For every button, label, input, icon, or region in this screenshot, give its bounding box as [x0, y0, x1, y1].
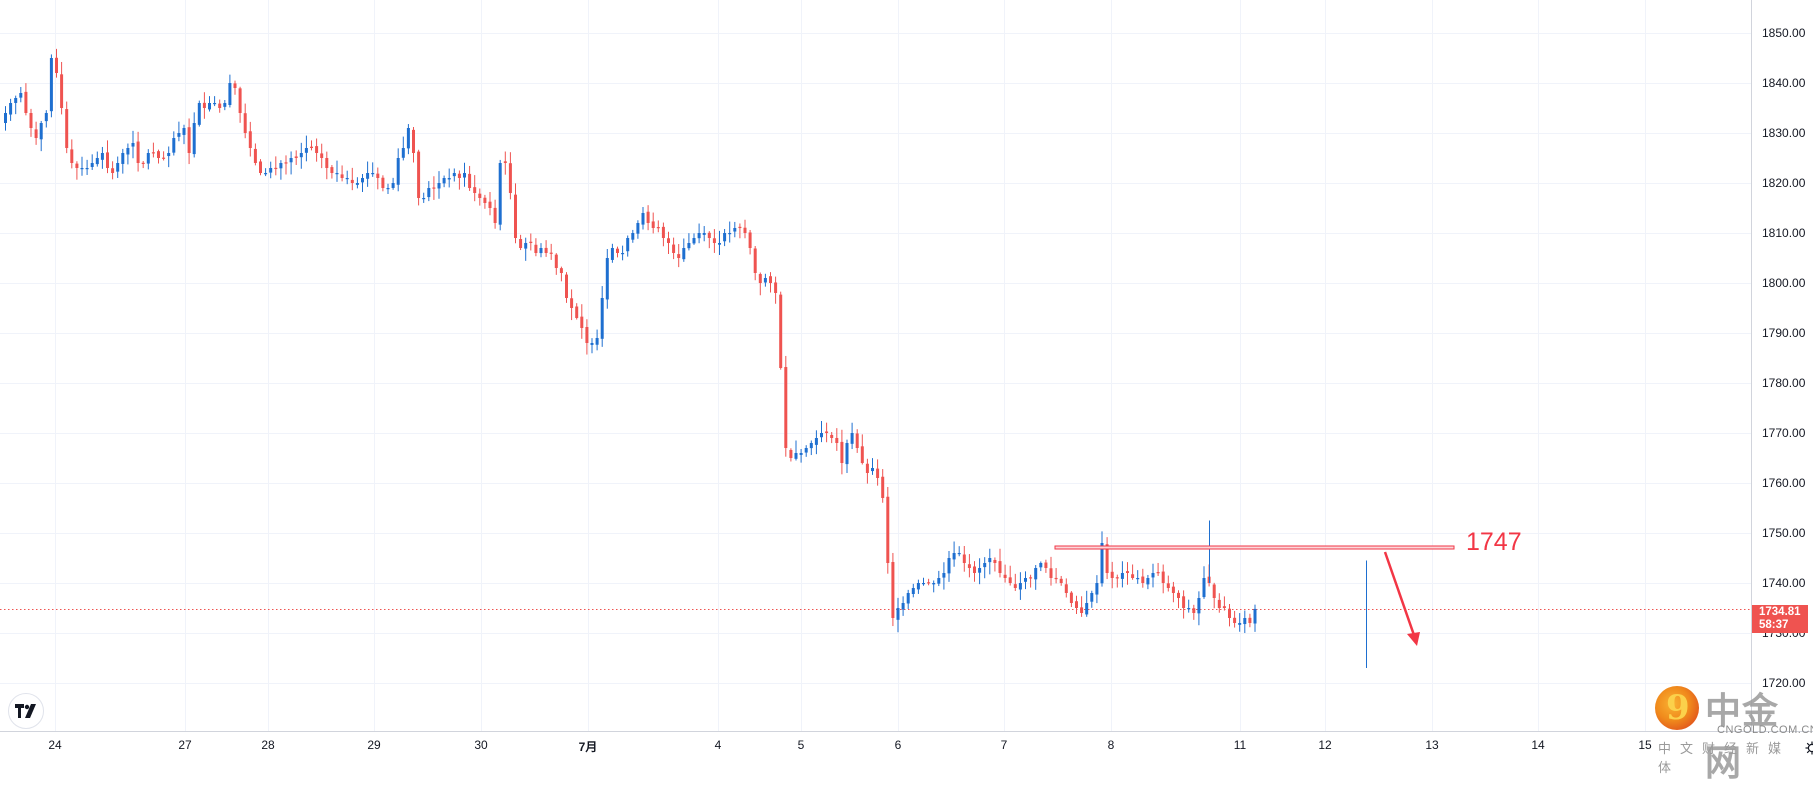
time-tick-label: 15	[1638, 738, 1652, 752]
time-tick-label: 6	[894, 738, 902, 752]
cngold-watermark: 中金网 CNGOLD.COM.CN 中文财经新媒体	[1655, 682, 1813, 783]
candles-series	[4, 48, 1367, 668]
brand-slogan: 中文财经新媒体	[1658, 741, 1791, 775]
price-tick-label: 1770.00	[1762, 426, 1806, 440]
price-tick-label: 1850.00	[1762, 26, 1806, 40]
time-tick-label: 13	[1425, 738, 1439, 752]
time-tick-label: 7月	[578, 740, 598, 754]
price-tick-label: 1760.00	[1762, 476, 1806, 490]
drawing-annotations[interactable]	[1054, 545, 1455, 646]
resistance-zone-1747[interactable]	[1054, 545, 1455, 550]
time-tick-label: 28	[261, 738, 275, 752]
price-tick-label: 1810.00	[1762, 226, 1806, 240]
grid-lines	[0, 0, 1751, 731]
time-tick-label: 24	[48, 738, 62, 752]
candlestick-chart[interactable]	[0, 0, 1813, 758]
price-tick-label: 1840.00	[1762, 76, 1806, 90]
price-tick-label: 1780.00	[1762, 376, 1806, 390]
last-price-value: 1734.81	[1759, 606, 1801, 618]
settings-gear-icon[interactable]	[1805, 741, 1813, 755]
cngold-logo-icon	[1655, 686, 1699, 730]
time-tick-label: 30	[474, 738, 488, 752]
tv-logo-glyph	[15, 704, 36, 718]
price-tick-label: 1720.00	[1762, 676, 1806, 690]
time-tick-label: 12	[1318, 738, 1332, 752]
brand-url: CNGOLD.COM.CN	[1717, 724, 1813, 736]
price-tick-label: 1820.00	[1762, 176, 1806, 190]
time-tick-label: 29	[367, 738, 381, 752]
price-tick-label: 1790.00	[1762, 326, 1806, 340]
time-tick-label: 27	[178, 738, 192, 752]
price-tick-label: 1800.00	[1762, 276, 1806, 290]
bar-countdown: 58:37	[1759, 619, 1789, 631]
time-tick-label: 5	[797, 738, 805, 752]
price-tick-label: 1740.00	[1762, 576, 1806, 590]
annotation-label-1747[interactable]: 1747	[1466, 528, 1522, 556]
price-tick-label: 1750.00	[1762, 526, 1806, 540]
last-price-tag: 1734.81 58:37	[1752, 605, 1808, 633]
price-tick-label: 1830.00	[1762, 126, 1806, 140]
time-tick-label: 4	[714, 738, 722, 752]
time-tick-label: 7	[1000, 738, 1008, 752]
time-tick-label: 8	[1107, 738, 1115, 752]
down-arrow-icon[interactable]	[1383, 551, 1417, 639]
time-tick-label: 11	[1233, 738, 1247, 752]
tradingview-logo-icon[interactable]	[8, 693, 44, 729]
time-tick-label: 14	[1531, 738, 1545, 752]
chart-canvas[interactable]	[0, 0, 1813, 758]
arrowhead-icon	[1407, 632, 1420, 646]
